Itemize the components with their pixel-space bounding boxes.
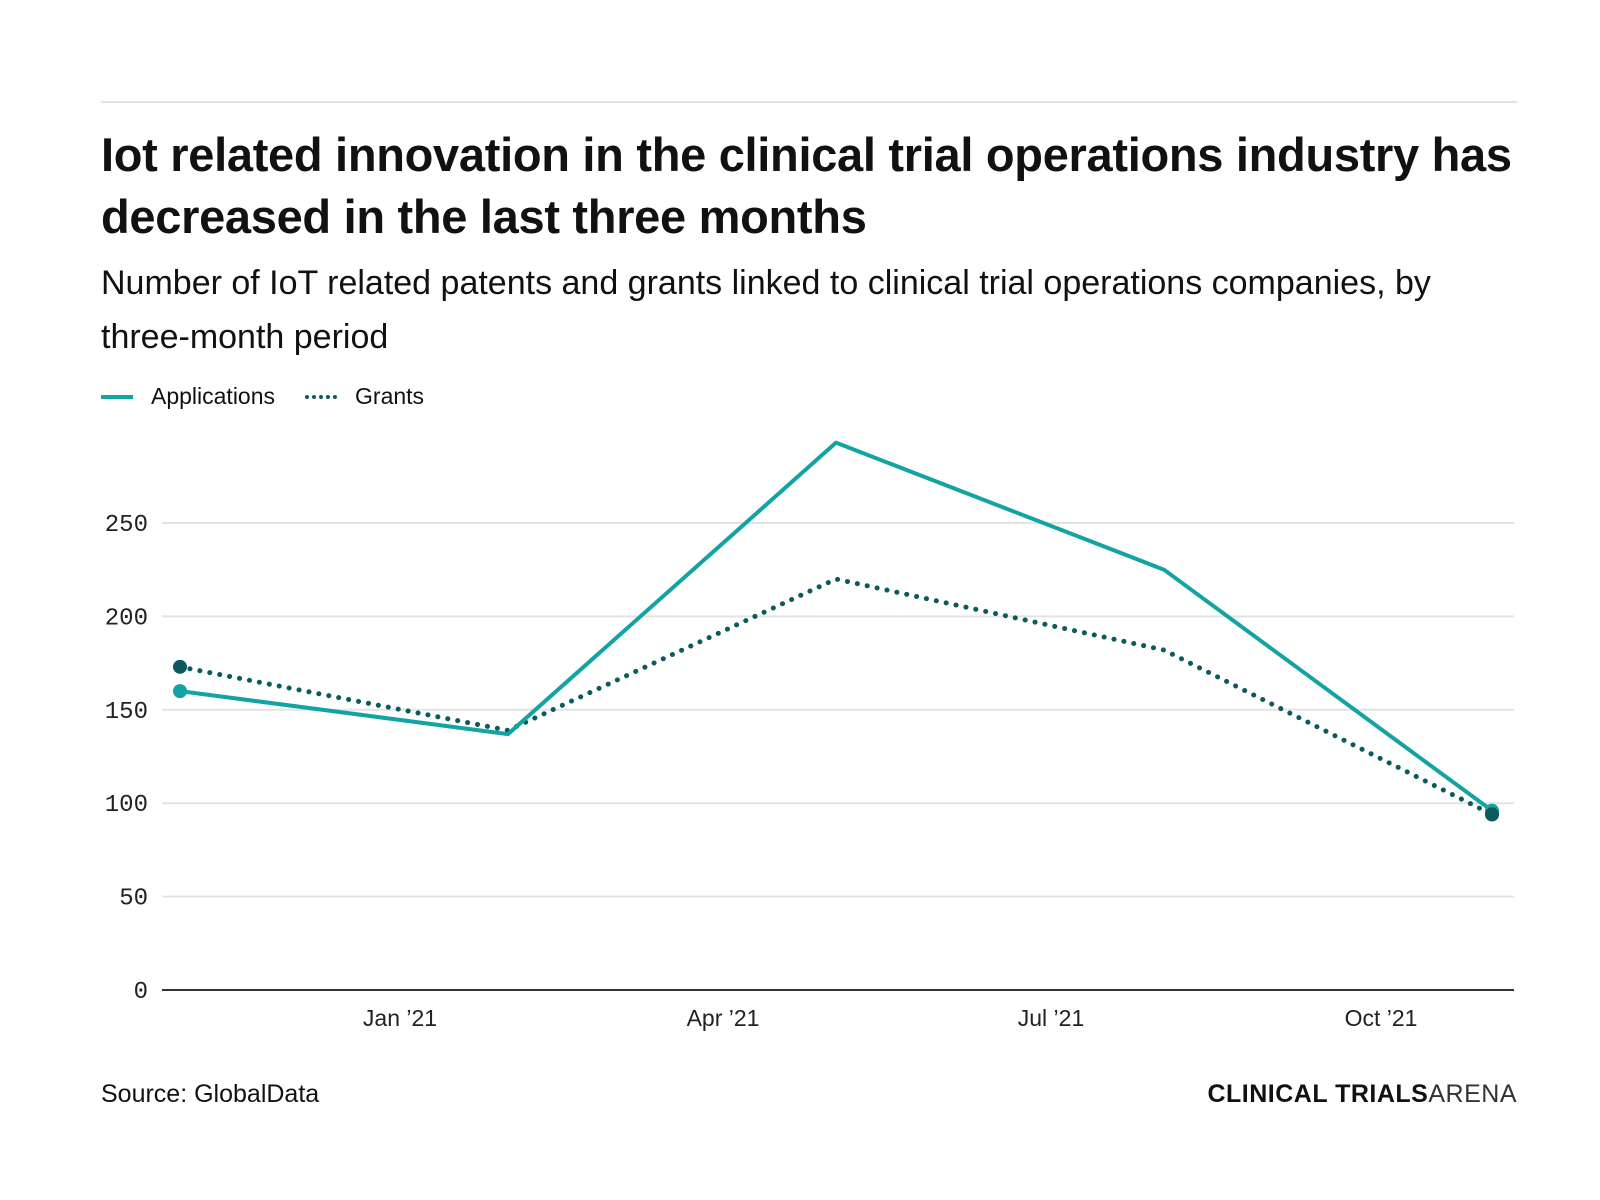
series-line-grants xyxy=(177,576,1495,817)
y-tick-label: 200 xyxy=(105,605,148,632)
x-tick-label: Apr ’21 xyxy=(687,1005,760,1031)
chart-subtitle: Number of IoT related patents and grants… xyxy=(101,264,1431,356)
series-group xyxy=(173,440,1499,822)
point-marker-grants-end xyxy=(1485,807,1499,822)
gridlines xyxy=(162,522,1514,898)
legend-swatch-grants xyxy=(305,394,338,399)
y-tick-label: 0 xyxy=(134,979,148,1006)
y-axis-ticks: 0 50 100 150 200 250 xyxy=(105,512,148,1006)
legend-label-applications: Applications xyxy=(151,383,276,409)
x-tick-label: Jul ’21 xyxy=(1018,1005,1084,1031)
x-axis-ticks: Jan ’21 Apr ’21 Jul ’21 Oct ’21 xyxy=(363,1005,1418,1031)
legend-item-grants: Grants xyxy=(305,383,424,410)
brand-light: ARENA xyxy=(1428,1080,1517,1108)
x-tick-label: Jan ’21 xyxy=(363,1005,437,1031)
source-note: Source: GlobalData xyxy=(101,1080,320,1108)
legend-swatch-applications xyxy=(101,394,133,399)
y-tick-label: 100 xyxy=(105,792,148,819)
point-marker-grants xyxy=(173,659,187,674)
y-tick-label: 50 xyxy=(119,886,148,913)
series-line-applications xyxy=(178,440,1494,813)
y-tick-label: 250 xyxy=(105,512,148,539)
x-tick-label: Oct ’21 xyxy=(1345,1005,1418,1031)
y-tick-label: 150 xyxy=(105,699,148,726)
brand-bold: CLINICAL TRIALS xyxy=(1207,1080,1429,1108)
legend-label-grants: Grants xyxy=(355,383,425,409)
legend-item-applications: Applications xyxy=(101,383,275,410)
point-marker-applications xyxy=(173,684,187,699)
chart-title: Iot related innovation in the clinical t… xyxy=(101,128,1512,243)
top-divider xyxy=(101,101,1517,103)
brand-logo: CLINICAL TRIALSARENA xyxy=(1207,1080,1517,1109)
legend: Applications Grants xyxy=(101,383,454,410)
